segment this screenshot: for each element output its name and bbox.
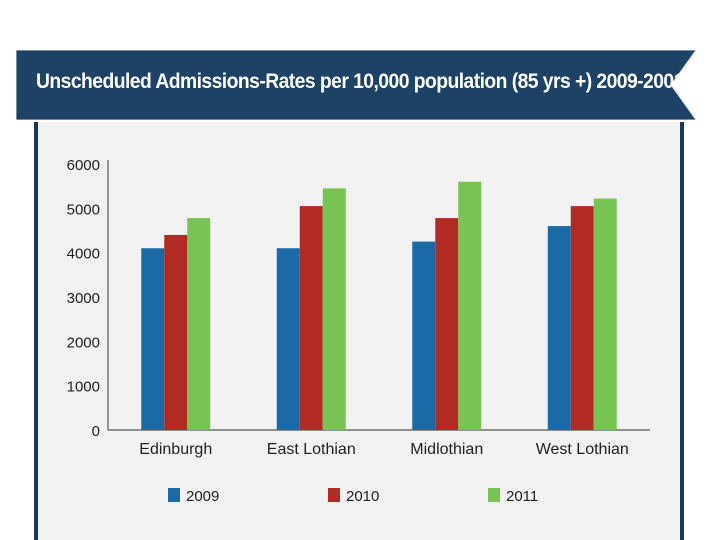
- y-tick-label: 3000: [67, 290, 100, 307]
- y-tick-label: 6000: [67, 157, 100, 174]
- bar-2010: [164, 234, 188, 430]
- bar-2009: [276, 248, 300, 430]
- x-tick-label: East Lothian: [267, 441, 356, 458]
- bar-2010: [435, 218, 459, 430]
- legend-label-2011: 2011: [506, 488, 538, 505]
- y-tick-label: 4000: [67, 246, 100, 263]
- y-tick-label: 0: [92, 423, 100, 440]
- chart-title-banner: Unscheduled Admissions-Rates per 10,000 …: [16, 50, 696, 120]
- y-tick-label: 2000: [67, 334, 100, 351]
- bar-2010: [570, 206, 594, 430]
- bar-chart: 0 1000 2000 3000 4000 5000 6000 Edinburgh East L…: [67, 157, 650, 505]
- bar-2010: [299, 206, 323, 430]
- x-tick-label: West Lothian: [536, 441, 629, 458]
- x-tick-label: Midlothian: [410, 441, 483, 458]
- chart-title: Unscheduled Admissions-Rates per 10,000 …: [36, 70, 684, 93]
- y-tick-label: 5000: [67, 201, 100, 218]
- bar-2011: [593, 198, 617, 430]
- legend-label-2009: 2009: [186, 488, 219, 505]
- legend-swatch-2011: [488, 488, 500, 502]
- bar-2009: [412, 241, 436, 430]
- legend-label-2010: 2010: [346, 488, 379, 505]
- bar-2011: [458, 181, 482, 430]
- y-tick-label: 1000: [67, 379, 100, 396]
- legend-swatch-2010: [328, 488, 340, 502]
- legend-swatch-2009: [168, 488, 180, 502]
- bar-2009: [547, 226, 571, 430]
- bar-2011: [322, 188, 346, 430]
- x-tick-label: Edinburgh: [139, 441, 212, 458]
- bar-2011: [187, 218, 211, 430]
- bar-2009: [141, 248, 165, 430]
- chart-panel: 0 1000 2000 3000 4000 5000 6000 Edinburgh East L…: [34, 122, 684, 540]
- banner-shape: [16, 50, 696, 120]
